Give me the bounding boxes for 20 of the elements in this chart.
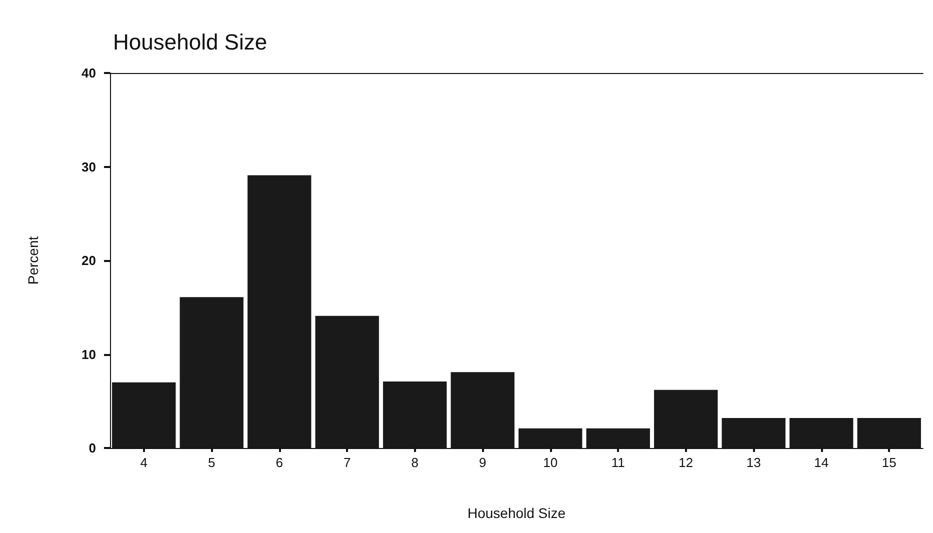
x-tick-label: 10 [543, 455, 558, 470]
x-tick-label: 5 [208, 455, 216, 470]
x-tick-label: 11 [611, 455, 625, 470]
x-tick-label: 6 [276, 455, 283, 470]
y-tick-label: 10 [82, 346, 96, 362]
x-tick-label: 8 [411, 455, 418, 470]
y-tick-label: 30 [82, 159, 96, 174]
x-tick-label: 13 [746, 455, 761, 470]
x-tick-label: 7 [344, 455, 351, 470]
x-tick-label: 14 [814, 455, 829, 470]
chart-title: Household Size [113, 30, 268, 54]
x-axis-title: Household Size [467, 505, 566, 521]
y-axis-title: Percent [25, 236, 41, 285]
y-tick-label: 40 [82, 66, 96, 80]
y-tick-label: 0 [88, 440, 96, 456]
x-tick-label: 9 [479, 455, 486, 470]
x-tick-label: 15 [882, 455, 896, 470]
x-tick-label: 4 [140, 455, 148, 470]
y-tick-label: 20 [82, 253, 96, 268]
x-tick-label: 12 [678, 455, 694, 470]
